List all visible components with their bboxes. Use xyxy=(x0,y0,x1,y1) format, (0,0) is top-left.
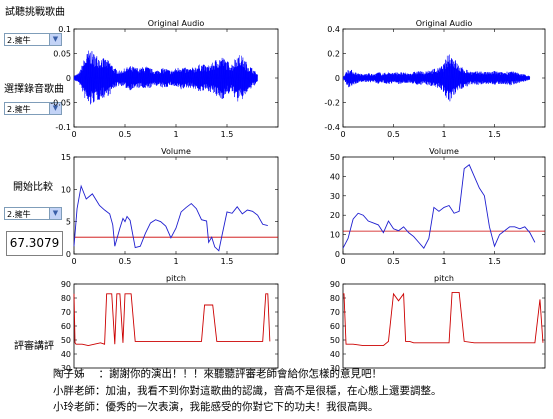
y-tick-label: 15 xyxy=(61,153,71,162)
plot-frame xyxy=(342,156,546,255)
x-tick-label: 0 xyxy=(340,130,345,139)
x-tick-label: 0.5 xyxy=(119,257,132,266)
plot-frame xyxy=(342,283,546,369)
y-tick-label: -0.05 xyxy=(50,99,71,108)
comment-speaker: 陶子姊 xyxy=(53,368,85,380)
y-tick-label: 20 xyxy=(330,211,340,220)
volume-series xyxy=(73,184,268,252)
y-tick-label: 40 xyxy=(61,350,71,359)
x-tick-label: 0 xyxy=(71,257,76,266)
y-tick-label: 80 xyxy=(330,294,340,303)
x-tick-label: 1 xyxy=(441,130,446,139)
y-tick-label: 0.1 xyxy=(58,25,71,34)
y-tick-label: 30 xyxy=(330,364,340,373)
y-tick-label: 40 xyxy=(330,350,340,359)
comment-speaker: 小胖老師 xyxy=(53,384,95,397)
record-select[interactable]: 2.擁牛 ▼ xyxy=(4,102,62,115)
review-label: 評審講評 xyxy=(14,341,54,352)
comment-speaker: 小玲老師 xyxy=(53,401,95,413)
chevron-down-icon[interactable]: ▼ xyxy=(49,208,61,219)
y-tick-label: 0.2 xyxy=(327,50,340,59)
volume-series xyxy=(342,164,536,249)
comment-row: 小胖老師：加油，我看不到你對這歌曲的認識，音高不是很穩，在心態上還要調整。 xyxy=(53,383,442,400)
x-tick-label: 0 xyxy=(340,257,345,266)
y-tick-label: 30 xyxy=(330,192,340,201)
comment-sep: ： xyxy=(98,368,110,380)
y-tick-label: 0.4 xyxy=(327,25,340,34)
comment-sep: ： xyxy=(95,384,106,397)
plot-title: Original Audio xyxy=(416,19,473,28)
y-tick-label: -0.2 xyxy=(324,99,340,108)
record-label: 選擇錄音歌曲 xyxy=(4,84,64,95)
compare-select-value: 2.擁牛 xyxy=(7,210,31,219)
y-tick-label: 40 xyxy=(330,172,340,181)
score-display: 67.3079 xyxy=(6,231,63,256)
comments-list: 陶子姊 ：謝謝你的演出！！！來聽聽評審老師會給你怎樣的意見吧！ 小胖老師：加油，我… xyxy=(53,366,442,416)
x-tick-label: 0.5 xyxy=(387,130,400,139)
song-select-value: 2.擁牛 xyxy=(7,36,31,45)
plot-title: pitch xyxy=(166,274,186,283)
x-tick-label: 1 xyxy=(173,130,178,139)
x-tick-label: 0 xyxy=(71,130,76,139)
x-tick-label: 1.5 xyxy=(221,257,234,266)
waveform-series xyxy=(342,54,531,102)
plot-frame xyxy=(73,283,279,369)
x-tick-label: 0.5 xyxy=(119,130,132,139)
song-select[interactable]: 2.擁牛 ▼ xyxy=(4,33,62,46)
y-tick-label: 90 xyxy=(330,280,340,289)
x-tick-label: 1 xyxy=(441,257,446,266)
y-tick-label: 0.05 xyxy=(53,50,71,59)
y-tick-label: 50 xyxy=(330,336,340,345)
comment-sep: ： xyxy=(95,401,106,413)
y-tick-label: 10 xyxy=(330,231,340,240)
compare-select[interactable]: 2.擁牛 ▼ xyxy=(4,207,62,220)
chevron-down-icon[interactable]: ▼ xyxy=(49,103,61,114)
y-tick-label: -0.4 xyxy=(324,123,340,132)
plot-title: Volume xyxy=(429,147,459,156)
y-tick-label: -0.1 xyxy=(55,123,71,132)
y-tick-label: 0 xyxy=(335,250,340,259)
plot-frame xyxy=(73,156,279,255)
x-tick-label: 0.5 xyxy=(387,257,400,266)
y-tick-label: 50 xyxy=(330,153,340,162)
waveform-series xyxy=(73,50,258,105)
y-tick-label: 60 xyxy=(61,322,71,331)
y-tick-label: 30 xyxy=(61,364,71,373)
y-tick-label: 60 xyxy=(330,322,340,331)
y-tick-label: 50 xyxy=(61,336,71,345)
compare-label: 開始比較 xyxy=(13,182,53,193)
y-tick-label: 70 xyxy=(330,308,340,317)
y-tick-label: 70 xyxy=(61,308,71,317)
comment-row: 陶子姊 ：謝謝你的演出！！！來聽聽評審老師會給你怎樣的意見吧！ xyxy=(53,366,442,383)
pitch-series xyxy=(343,291,544,347)
comment-text: 優秀的一次表演，我能感受的你對它下的功夫！我很高興。 xyxy=(105,401,379,413)
comment-text: 加油，我看不到你對這歌曲的認識，音高不是很穩，在心態上還要調整。 xyxy=(105,384,442,397)
y-tick-label: 80 xyxy=(61,294,71,303)
chevron-down-icon[interactable]: ▼ xyxy=(49,34,61,45)
y-tick-label: 90 xyxy=(61,280,71,289)
x-tick-label: 1.5 xyxy=(221,130,234,139)
plot-title: Volume xyxy=(161,147,191,156)
x-tick-label: 1.5 xyxy=(488,257,501,266)
x-tick-label: 1.5 xyxy=(488,130,501,139)
window-title: 試聽挑戰歌曲 xyxy=(5,7,65,18)
x-tick-label: 1 xyxy=(173,257,178,266)
y-tick-label: 10 xyxy=(61,185,71,194)
y-tick-label: 5 xyxy=(66,218,71,227)
y-tick-label: 0 xyxy=(335,74,340,83)
y-tick-label: 0 xyxy=(66,250,71,259)
pitch-series xyxy=(73,293,271,347)
y-tick-label: 0 xyxy=(66,74,71,83)
comment-text: 謝謝你的演出！！！來聽聽評審老師會給你怎樣的意見吧！ xyxy=(109,368,382,380)
comment-row: 小玲老師：優秀的一次表演，我能感受的你對它下的功夫！我很高興。 xyxy=(53,399,442,416)
record-select-value: 2.擁牛 xyxy=(7,105,31,114)
plot-title: pitch xyxy=(434,274,454,283)
plot-title: Original Audio xyxy=(148,19,205,28)
